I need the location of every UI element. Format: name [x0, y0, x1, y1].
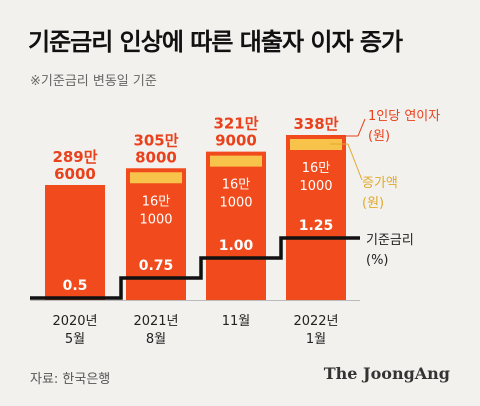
bar-value-label: 305만 8000: [133, 131, 178, 166]
annotation-leader-line: [347, 143, 363, 181]
bar: [126, 168, 186, 300]
bar: [45, 185, 105, 300]
legend-annual-interest: 1인당 연이자 (원): [368, 109, 440, 144]
increase-label: 16만 1000: [219, 178, 252, 211]
bar-value-label: 338만: [293, 115, 338, 133]
increase-segment: [130, 172, 182, 184]
legend-rate: 기준금리 (%): [366, 233, 414, 268]
increase-segment: [210, 155, 262, 167]
bar-value-label: 289만 6000: [52, 148, 97, 183]
source-label: 자료: 한국은행: [30, 372, 111, 387]
bar: [286, 135, 346, 300]
rate-value-label: 0.75: [139, 258, 174, 274]
x-tick-label: 2022년 1월: [293, 314, 338, 347]
rate-value-label: 0.5: [63, 278, 88, 294]
x-tick-label: 2021년 8월: [133, 314, 178, 347]
increase-label: 16만 1000: [139, 194, 172, 227]
legend-increase: 증가액 (원): [362, 176, 398, 211]
increase-segment: [290, 139, 342, 150]
chart-title: 기준금리 인상에 따른 대출자 이자 증가: [28, 28, 403, 56]
x-tick-label: 11월: [222, 314, 251, 329]
bar-value-label: 321만 9000: [213, 115, 258, 150]
rate-line: [30, 236, 360, 300]
x-tick-label: 2020년 5월: [52, 314, 97, 347]
annotation-leader-line: [357, 118, 366, 137]
increase-label: 16만 1000: [299, 161, 332, 194]
bar: [206, 151, 266, 300]
chart-note: ※기준금리 변동일 기준: [30, 74, 157, 89]
rate-value-label: 1.00: [219, 238, 254, 254]
rate-value-label: 1.25: [299, 218, 334, 234]
brand-logo: The JoongAng: [323, 364, 450, 383]
